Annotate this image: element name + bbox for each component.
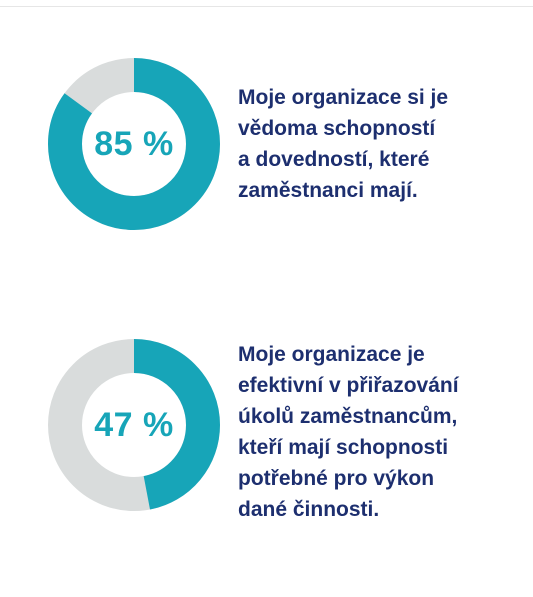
top-divider (0, 6, 533, 7)
donut-chart-assignment (48, 339, 220, 511)
percentage-label: 85 % (94, 125, 174, 163)
caption-line: vědoma schopností (238, 117, 436, 140)
caption-line: potřebné pro výkon (238, 467, 435, 490)
caption-line: Moje organizace si je (238, 86, 449, 109)
stat-caption: Moje organizace je efektivní v přiřazová… (238, 339, 518, 525)
donut-svg-awareness (48, 58, 220, 230)
caption-line: zaměstnanci mají. (238, 179, 418, 202)
caption-line: efektivní v přiřazování (238, 374, 459, 397)
caption-line: kteří mají schopnosti (238, 436, 449, 459)
stat-caption: Moje organizace si je vědoma schopností … (238, 82, 518, 206)
donut-svg-assignment (48, 339, 220, 511)
caption-line: úkolů zaměstnancům, (238, 405, 458, 428)
donut-value-arc (48, 339, 220, 511)
caption-line: a dovedností, které (238, 148, 430, 171)
donut-chart-awareness (48, 58, 220, 230)
caption-line: Moje organizace je (238, 343, 425, 366)
donut-value-arc (48, 58, 220, 230)
percentage-label: 47 % (94, 406, 174, 444)
caption-line: dané činnosti. (238, 498, 380, 521)
